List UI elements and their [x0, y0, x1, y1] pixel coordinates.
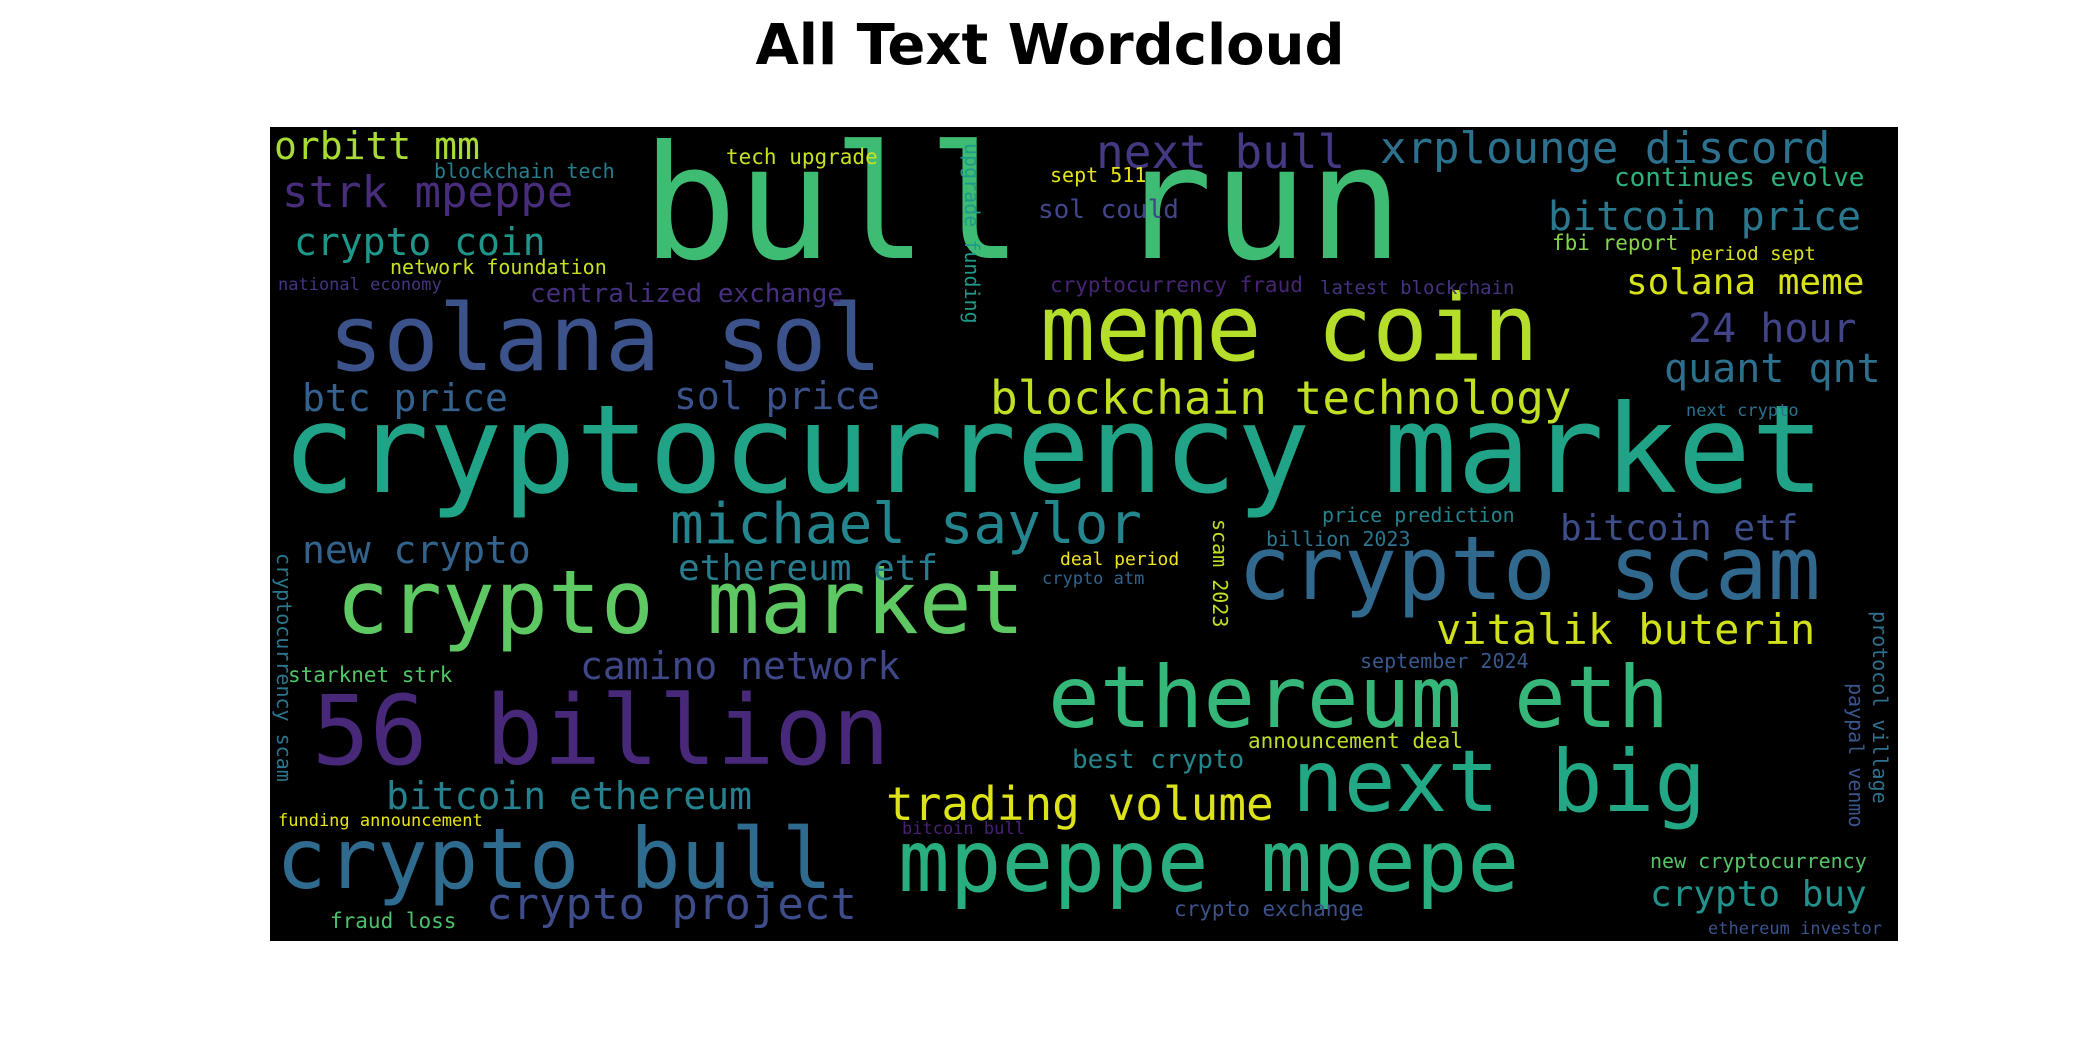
word-blockchain-tech: blockchain tech — [434, 159, 615, 183]
word-cryptocurrency-market: cryptocurrency market — [282, 379, 1825, 521]
word-crypto-buy: crypto buy — [1650, 874, 1867, 915]
word-ethereum-etf: ethereum etf — [678, 548, 939, 589]
word-crypto-coin: crypto coin — [294, 220, 546, 264]
word-period-sept: period sept — [1690, 243, 1816, 265]
word-mpeppe-mpepe: mpeppe mpepe — [898, 812, 1520, 912]
word-deal-period: deal period — [1060, 549, 1180, 570]
word-national-economy: national economy — [278, 275, 442, 295]
word-ethereum-investor: ethereum investor — [1708, 919, 1882, 939]
word-sol-could: sol could — [1038, 195, 1179, 225]
word-september-2024: september 2024 — [1360, 649, 1529, 673]
word-best-crypto: best crypto — [1072, 745, 1245, 775]
word-crypto-project: crypto project — [486, 879, 857, 930]
word-56-billion: 56 billion — [312, 675, 890, 787]
word-btc-price: btc price — [302, 376, 508, 420]
word-crypto-exchange: crypto exchange — [1174, 897, 1364, 921]
word-24-hour: 24 hour — [1688, 306, 1857, 352]
word-solana-meme: solana meme — [1626, 262, 1865, 303]
word-strk-mpeppe: strk mpeppe — [282, 167, 574, 218]
word-announcement-deal: announcement deal — [1248, 729, 1463, 753]
word-crypto-scam: crypto scam — [1238, 517, 1821, 620]
word-protocol-village: protocol village — [1868, 611, 1892, 804]
word-next-bull: next bull — [1096, 127, 1346, 179]
word-starknet-strk: starknet strk — [288, 663, 453, 687]
word-funding-announcement: funding announcement — [278, 811, 483, 831]
word-xrplounge-discord: xrplounge discord — [1380, 127, 1831, 174]
word-paypal-venmo: paypal venmo — [1844, 683, 1868, 828]
word-blockchain-technology: blockchain technology — [990, 371, 1572, 425]
word-crypto-market: crypto market — [336, 551, 1025, 654]
word-crypto-bull: crypto bull — [276, 810, 833, 908]
word-bitcoin-bull: bitcoin bull — [902, 819, 1025, 839]
word-orbitt-mm: orbitt mm — [274, 127, 480, 168]
word-solana-sol: solana sol — [328, 285, 882, 392]
wordcloud-canvas: bull run cryptocurrency market solana so… — [270, 127, 1898, 941]
word-new-crypto: new crypto — [302, 528, 531, 572]
word-sol-price: sol price — [674, 374, 880, 418]
word-new-cryptocurrency: new cryptocurrency — [1650, 849, 1867, 873]
word-fbi-report: fbi report — [1552, 231, 1679, 255]
word-sept-511: sept 511 — [1050, 163, 1147, 187]
word-meme-coin: meme coin — [1040, 275, 1539, 382]
word-next-big: next big — [1292, 732, 1707, 832]
word-bitcoin-etf: bitcoin etf — [1560, 508, 1799, 549]
word-scam-2023: scam 2023 — [1208, 519, 1232, 628]
word-network-foundation: network foundation — [390, 255, 607, 279]
word-continues-evolve: continues evolve — [1614, 163, 1865, 193]
word-camino-network: camino network — [580, 644, 901, 688]
word-quant-qnt: quant qnt — [1664, 346, 1881, 392]
page-title: All Text Wordcloud — [755, 13, 1345, 78]
word-crypto-atm: crypto atm — [1042, 569, 1145, 589]
word-ethereum-eth: ethereum eth — [1048, 648, 1670, 748]
word-bitcoin-ethereum: bitcoin ethereum — [386, 774, 753, 818]
word-centralized-exchange: centralized exchange — [530, 279, 844, 309]
word-billion-2023: billion 2023 — [1266, 527, 1411, 551]
word-tech-upgrade: tech upgrade — [726, 145, 878, 169]
word-latest-blockchain: latest blockchain — [1320, 277, 1515, 299]
word-upgrade-funding: upgrade funding — [960, 143, 984, 324]
word-price-prediction: price prediction — [1322, 503, 1515, 527]
word-bitcoin-price: bitcoin price — [1548, 194, 1862, 240]
word-michael-saylor: michael saylor — [670, 492, 1143, 557]
word-next-crypto: next crypto — [1686, 401, 1799, 421]
word-fraud-loss: fraud loss — [330, 909, 457, 933]
word-vitalik-buterin: vitalik buterin — [1436, 605, 1816, 654]
word-cryptocurrency-scam: cryptocurrency scam — [272, 553, 296, 782]
word-cryptocurrency-fraud: cryptocurrency fraud — [1050, 273, 1303, 297]
word-bull-run: bull run — [642, 127, 1403, 296]
word-trading-volume: trading volume — [886, 777, 1274, 831]
